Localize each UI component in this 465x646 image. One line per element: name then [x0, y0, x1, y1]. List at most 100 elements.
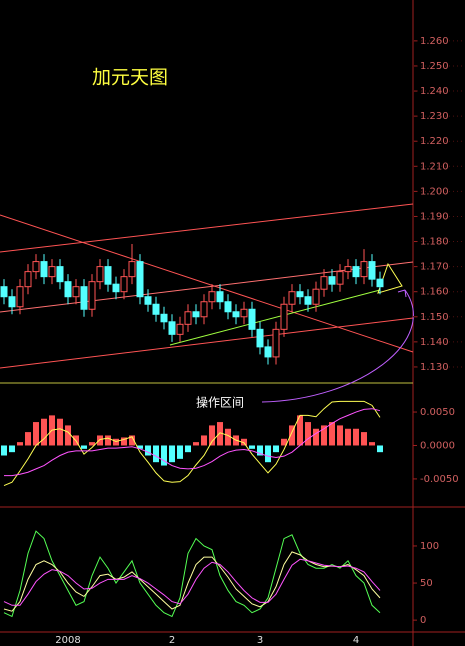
- y-tick-label: 1.180: [420, 237, 449, 248]
- histogram-bar: [321, 425, 327, 446]
- histogram-bar: [65, 425, 71, 446]
- annotation: 操作区间: [196, 395, 244, 410]
- triangle: [377, 262, 403, 294]
- candle-body: [128, 261, 136, 278]
- histogram-bar: [169, 445, 175, 463]
- candle-body: [328, 276, 336, 285]
- candle-body: [144, 296, 152, 305]
- candle-body: [120, 276, 128, 293]
- candle-body: [24, 271, 32, 288]
- y-tick-label: 1.260: [420, 36, 449, 47]
- y-tick-label: 1.210: [420, 161, 449, 172]
- candle-body: [40, 261, 48, 278]
- y-tick-label: 0.0000: [420, 440, 455, 451]
- candle-body: [96, 266, 104, 283]
- histogram-bar: [161, 445, 167, 466]
- x-tick-label: 2: [169, 635, 175, 646]
- candle-body: [64, 281, 72, 298]
- candle-body: [176, 323, 184, 335]
- y-tick-label: 1.220: [420, 136, 449, 147]
- candle-body: [248, 308, 256, 330]
- y-tick-label: 1.170: [420, 262, 449, 273]
- candle-body: [160, 313, 168, 323]
- histogram-bar: [313, 428, 319, 446]
- histogram-bar: [377, 445, 383, 453]
- candle-body: [48, 266, 56, 278]
- histogram-bar: [129, 435, 135, 446]
- histogram-bar: [153, 445, 159, 463]
- histogram-bar: [177, 445, 183, 459]
- x-tick-label: 4: [353, 635, 359, 646]
- histogram-bar: [265, 445, 271, 463]
- candle-body: [344, 266, 352, 273]
- y-tick-label: 1.130: [420, 362, 449, 373]
- histogram-bar: [329, 422, 335, 446]
- histogram-bar: [297, 415, 303, 446]
- x-tick-label: 2008: [55, 635, 80, 646]
- histogram-bar: [121, 437, 127, 446]
- chart-title: 加元天图: [92, 67, 168, 89]
- arrow-head: [397, 289, 407, 298]
- candle-body: [232, 311, 240, 318]
- candle-body: [200, 301, 208, 318]
- histogram-bar: [257, 445, 263, 456]
- indicator-line: [3, 551, 381, 612]
- candle-body: [136, 261, 144, 298]
- histogram-bar: [9, 445, 15, 453]
- histogram-bar: [305, 422, 311, 446]
- histogram-bar: [361, 432, 367, 446]
- candle-body: [288, 291, 296, 305]
- histogram-bar: [113, 438, 119, 446]
- candle-body: [320, 276, 328, 290]
- candle-body: [224, 301, 232, 313]
- candle-body: [184, 311, 192, 325]
- histogram-bar: [105, 435, 111, 446]
- candle-body: [352, 266, 360, 278]
- candle-body: [360, 261, 368, 278]
- y-tick-label: 1.190: [420, 211, 449, 222]
- candle-body: [152, 303, 160, 315]
- histogram-bar: [345, 428, 351, 446]
- candle-body: [32, 261, 40, 273]
- histogram-bar: [81, 445, 87, 449]
- histogram-bar: [249, 445, 255, 449]
- y-tick-label: 1.230: [420, 111, 449, 122]
- candle-body: [208, 291, 216, 303]
- histogram-bar: [337, 425, 343, 446]
- histogram-bar: [273, 445, 279, 453]
- candle-body: [376, 278, 384, 288]
- candle-body: [304, 296, 312, 305]
- indicator-line: [3, 400, 381, 487]
- candle-body: [56, 266, 64, 283]
- candle-body: [256, 328, 264, 348]
- trend-line: [0, 203, 414, 253]
- trend-lines: [0, 203, 414, 403]
- indicator-line: [3, 558, 381, 606]
- histogram-bar: [41, 418, 47, 446]
- candle-body: [272, 328, 280, 358]
- x-tick-label: 3: [257, 635, 263, 646]
- trend-line: [169, 289, 381, 346]
- histogram-bar: [225, 428, 231, 446]
- trend-line: [0, 317, 414, 369]
- histogram-bar: [353, 428, 359, 446]
- y-tick-label: 1.250: [420, 61, 449, 72]
- histogram-bar: [145, 445, 151, 456]
- y-tick-label: 1.200: [420, 186, 449, 197]
- histogram-bar: [33, 422, 39, 446]
- candle-body: [104, 266, 112, 285]
- candle-body: [88, 281, 96, 310]
- histogram-bar: [201, 435, 207, 446]
- candle-body: [168, 321, 176, 335]
- trend-line: [0, 261, 414, 313]
- y-tick-label: 1.240: [420, 86, 449, 97]
- histogram-bar: [281, 438, 287, 446]
- candle-body: [72, 286, 80, 298]
- trend-line: [0, 214, 414, 353]
- histogram-bar: [185, 445, 191, 453]
- histogram-bar: [25, 432, 31, 446]
- y-tick-label: -0.0050: [420, 474, 459, 485]
- y-tick-label: 1.140: [420, 337, 449, 348]
- histogram-bar: [17, 442, 23, 446]
